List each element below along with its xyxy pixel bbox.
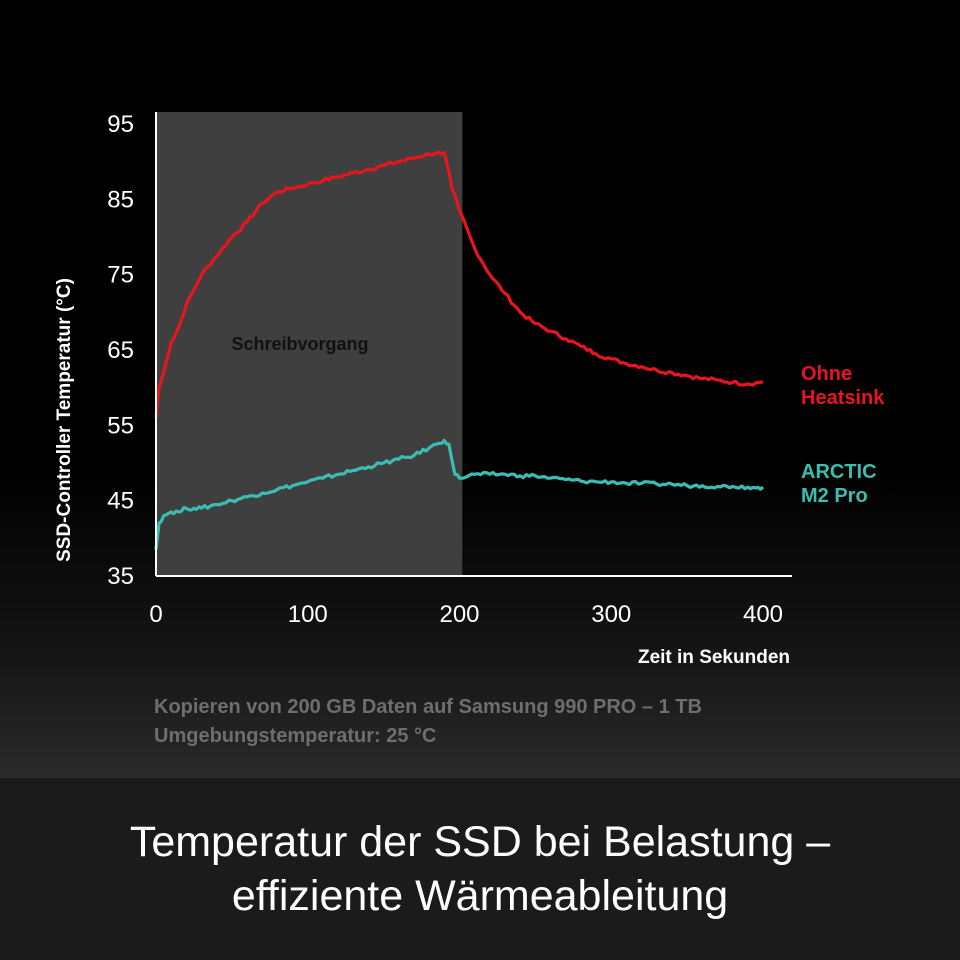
y-tick-label-75: 75 [107,262,134,289]
legend-arctic-m2-pro-line-2: M2 Pro [801,485,868,507]
note-copy-description: Kopieren von 200 GB Daten auf Samsung 99… [154,696,702,718]
banner-title-line-2: effiziente Wärmeableitung [231,872,729,920]
x-axis-title: Zeit in Sekunden [638,647,790,668]
region-label-schreibvorgang: Schreibvorgang [231,334,368,354]
series-line-ohne-heatsink [154,150,764,418]
y-axis-title: SSD-Controller Temperatur (°C) [54,278,75,562]
banner-title-line-1: Temperatur der SSD bei Belastung – [129,818,831,866]
x-tick-label-0: 0 [149,601,162,628]
temperature-chart: Schreibvorgang 35 45 55 65 75 85 95 0 100 200 300 4… [54,111,885,747]
legend-ohne-heatsink-line-2: Heatsink [801,387,885,409]
shaded-write-region [156,112,463,576]
bottom-banner: Temperatur der SSD bei Belastung – effiz… [0,778,960,960]
y-tick-label-95: 95 [107,111,134,138]
legend-arctic-m2-pro-line-1: ARCTIC [801,461,877,483]
y-tick-label-55: 55 [107,412,134,439]
x-tick-label-200: 200 [439,601,479,628]
note-ambient-temperature: Umgebungstemperatur: 25 °C [154,725,437,747]
series-line-arctic-m2-pro [154,438,765,550]
y-tick-label-65: 65 [107,337,134,364]
legend-ohne-heatsink-line-1: Ohne [801,363,852,385]
x-tick-label-300: 300 [591,601,631,628]
x-tick-label-400: 400 [743,601,783,628]
y-tick-label-35: 35 [107,563,134,590]
x-tick-label-100: 100 [288,601,328,628]
y-tick-label-45: 45 [107,488,134,515]
y-tick-label-85: 85 [107,186,134,213]
